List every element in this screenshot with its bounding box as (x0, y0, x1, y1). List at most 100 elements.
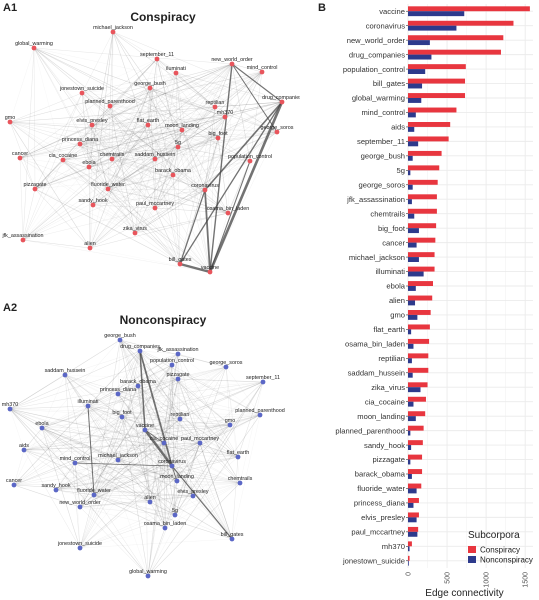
category-tick-label: moon_landing (357, 412, 405, 421)
a2-edge (23, 449, 76, 464)
a1-edge (134, 116, 226, 234)
bar-conspiracy-cancer (408, 237, 436, 243)
a2-edge (119, 339, 233, 540)
a2-node-bill_gates (229, 536, 235, 542)
bar-conspiracy-ebola (408, 281, 433, 286)
a2-edge (121, 416, 239, 458)
a1-edge (22, 116, 226, 241)
a2-edge (144, 429, 239, 458)
a2-edge (117, 393, 176, 516)
a1-edge (172, 101, 283, 176)
a2-edge (117, 366, 227, 395)
a1-edge (79, 143, 174, 176)
a1-edge (111, 131, 278, 160)
a1-edge (88, 124, 149, 168)
a2-edge (23, 427, 43, 451)
a2-edge (139, 350, 181, 420)
a2-edge (117, 393, 233, 540)
a1-edge (81, 92, 156, 160)
a2-edge (41, 393, 119, 429)
a2-edge (121, 416, 233, 540)
bar-nonconspiracy-barack_obama (408, 474, 412, 479)
a2-edge (171, 381, 264, 467)
a1-edge (81, 92, 174, 176)
a1-edge (33, 47, 219, 139)
bar-conspiracy-big_foot (408, 223, 437, 229)
a2-edge (23, 414, 261, 451)
a1-node-george_soros (274, 129, 280, 135)
a2-node-planned_parenthood (257, 412, 263, 418)
a2-edge (79, 506, 176, 516)
a2-edge (55, 456, 239, 491)
a1-edge (33, 47, 36, 190)
a1-edge (9, 121, 211, 273)
a2-edge (23, 424, 231, 451)
a1-node-september_11 (154, 56, 160, 62)
a2-edge (177, 353, 201, 444)
a2-node-elvis_presley (190, 493, 196, 499)
a1-node-george_bush (147, 85, 153, 91)
a2-edge (79, 506, 166, 529)
a1-edge (107, 101, 283, 190)
a1-edge (89, 72, 177, 249)
a2-edge (139, 350, 179, 355)
a2-node-barack_obama (135, 383, 141, 389)
a1-edge (92, 204, 156, 209)
a2-node-label: new_world_order (59, 500, 101, 506)
bar-conspiracy-alien (408, 295, 433, 301)
a1-edge (175, 72, 211, 273)
bar-conspiracy-mind_control (408, 107, 457, 113)
bar-nonconspiracy-cancer (408, 242, 417, 248)
bar-nonconspiracy-elvis_presley (408, 517, 417, 523)
a1-edge (34, 58, 158, 190)
a1-edge (109, 105, 181, 265)
a1-edge (22, 131, 278, 241)
a1-edge (109, 71, 263, 107)
a2-edge (9, 408, 95, 496)
a1-edge (22, 239, 91, 249)
a2-edge (79, 385, 139, 508)
a1-edge (107, 71, 263, 190)
a1-edge (19, 157, 156, 209)
a1-edge (19, 124, 149, 159)
a1-edge (134, 189, 206, 234)
category-tick-label: coronavirus (366, 21, 405, 30)
edge-connectivity-bar-chart: vaccine coronavirus new_world_order drug_co… (335, 4, 533, 599)
a1-edge (149, 87, 156, 209)
category-tick-label: cancer (382, 238, 405, 247)
a2-edge (149, 482, 241, 503)
a2-edge (149, 378, 179, 503)
a2-node-label: september_11 (246, 375, 280, 381)
a1-edge (109, 31, 114, 107)
a2-edge (149, 418, 181, 503)
bar-conspiracy-sandy_hook (408, 440, 423, 446)
a2-node-osama_bin_laden (162, 525, 168, 531)
a1-edge (81, 72, 177, 94)
a1-edge (147, 124, 278, 133)
a1-edge (109, 63, 233, 107)
a2-edge (177, 378, 241, 484)
a2-edge (87, 350, 141, 407)
a1-edge (214, 106, 219, 139)
a2-edge (163, 378, 179, 444)
a2-edge (87, 366, 227, 407)
a1-edge (111, 158, 251, 162)
a1-edge (34, 92, 83, 190)
a2-edge (117, 364, 173, 395)
a2-edge (93, 364, 173, 496)
a2-edge (149, 501, 166, 529)
a1-edge (34, 124, 149, 190)
a2-edge (55, 429, 146, 491)
bar-nonconspiracy-aids (408, 126, 415, 132)
bar-conspiracy-fluoride_water (408, 483, 422, 489)
a2-edge (147, 414, 261, 577)
bar-conspiracy-global_warming (408, 93, 466, 98)
a2-edge (93, 429, 146, 496)
bar-nonconspiracy-jonestown_suicide (408, 560, 409, 566)
a1-edge (33, 47, 233, 65)
a1-edge (154, 189, 206, 209)
a1-edge (89, 204, 94, 249)
a1-edge (81, 92, 109, 190)
a2-edge (117, 459, 178, 482)
a1-edge (107, 72, 177, 190)
